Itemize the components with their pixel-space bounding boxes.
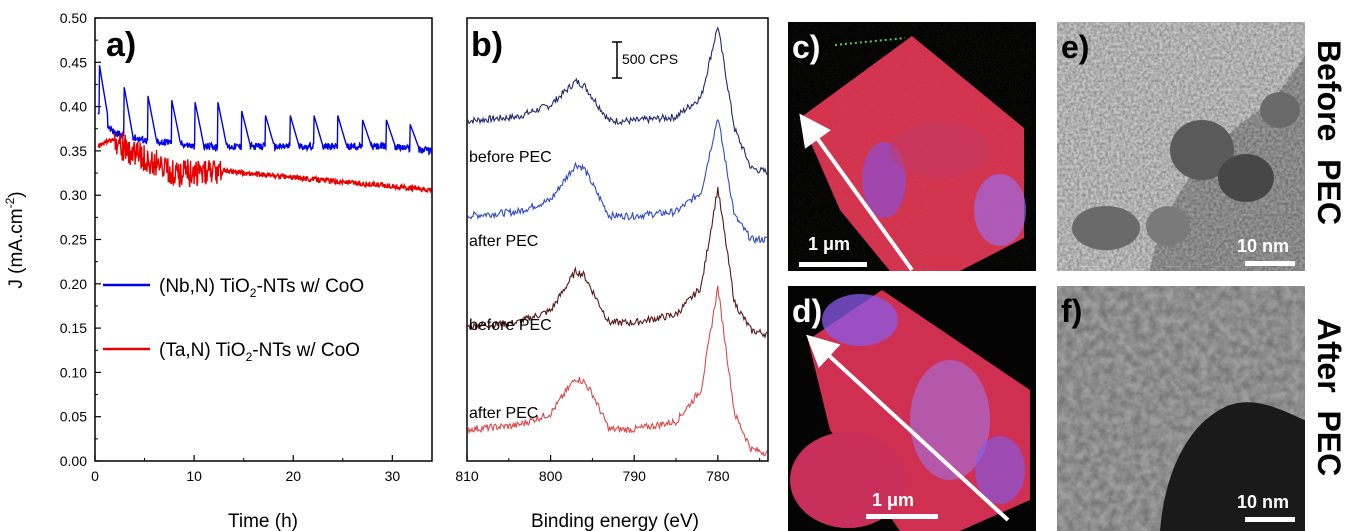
- y-tick-label: 0.10: [60, 364, 87, 380]
- panel-c-label: c): [792, 29, 820, 65]
- y-tick-label: 0.15: [60, 320, 87, 336]
- panel-a-y-axis-label: J (mA.cm-2): [3, 191, 27, 288]
- x-tick-label: 780: [706, 468, 730, 484]
- panel-b-frame: [466, 17, 769, 462]
- panel-b-x-axis-label: Binding energy (eV): [531, 511, 699, 531]
- x-tick-label: 30: [385, 468, 401, 484]
- spectrum-line-3: [467, 186, 768, 340]
- x-tick-label: 10: [186, 468, 202, 484]
- spectrum-line-2: [467, 118, 767, 244]
- panel-a-y-ticks: 0.00 0.05 0.10 0.15 0.20 0.25 0.30 0.35 0.40 0.45…: [60, 10, 101, 469]
- y-tick-label: 0.40: [60, 99, 87, 115]
- y-axis-label-close: ): [6, 191, 27, 197]
- x-tick-label: 810: [455, 468, 479, 484]
- y-tick-label: 0.05: [60, 409, 87, 425]
- line-scan-arrow-c: [799, 113, 914, 272]
- series-ta-line: [97, 131, 432, 194]
- y-tick-label: 0.45: [60, 54, 87, 70]
- panel-b-spectra: [467, 26, 768, 457]
- side-label-after: After PEC: [1311, 318, 1347, 476]
- side-label-before: Before PEC: [1311, 40, 1347, 225]
- scale-bar-cps: 500 CPS: [612, 41, 678, 79]
- scale-label-f: 10 nm: [1237, 492, 1289, 512]
- spectrum-line-4: [467, 285, 768, 457]
- x-tick-label: 800: [539, 468, 563, 484]
- x-tick-label: 20: [285, 468, 301, 484]
- panel-c-edx-map: c) 1 μm: [788, 22, 1036, 272]
- line-scan-arrow-d: [806, 334, 1010, 522]
- y-tick-label: 0.30: [60, 187, 87, 203]
- series-nb-line: [97, 65, 432, 156]
- panel-d-label: d): [792, 293, 822, 329]
- panel-e-label: e): [1061, 29, 1089, 65]
- x-tick-label: 0: [91, 468, 99, 484]
- scale-bar-cps-label: 500 CPS: [622, 51, 678, 67]
- scale-label-e: 10 nm: [1237, 236, 1289, 256]
- legend-ta-post: -NTs w/ CoO: [252, 340, 360, 361]
- y-axis-label-sup: -2: [3, 197, 17, 208]
- panel-b-chart: 810 800 790 780 b) Binding energy (eV) 500 …: [455, 17, 769, 531]
- panel-f-label: f): [1061, 293, 1082, 329]
- y-tick-label: 0.25: [60, 232, 87, 248]
- panel-a-chart: 0.00 0.05 0.10 0.15 0.20 0.25 0.30 0.35 0.40 0.45…: [3, 10, 433, 531]
- panel-a-x-axis-label: Time (h): [228, 511, 298, 531]
- y-tick-label: 0.50: [60, 10, 87, 26]
- panel-b-label: b): [471, 26, 503, 64]
- scale-label-c: 1 μm: [808, 234, 850, 254]
- curve-label-3: before PEC: [469, 317, 552, 334]
- panel-f-tem-image: f) 10 nm: [1057, 286, 1305, 531]
- legend-nb-post: -NTs w/ CoO: [256, 276, 364, 297]
- legend-nb-pre: (Nb,N) TiO: [159, 276, 250, 297]
- scale-bar-c: [799, 262, 867, 267]
- scale-bar-d: [866, 514, 938, 519]
- curve-label-2: after PEC: [469, 233, 538, 250]
- panel-a-label: a): [106, 26, 136, 64]
- panel-d-edx-map: d) 1 μm: [788, 286, 1036, 531]
- panel-b-x-ticks: 810 800 790 780: [455, 455, 761, 484]
- scale-label-d: 1 μm: [872, 490, 914, 510]
- panel-e-tem-image: e) 10 nm: [1057, 22, 1305, 271]
- y-tick-label: 0.00: [60, 453, 87, 469]
- spectrum-line-1: [467, 26, 768, 176]
- legend-entry-nb: (Nb,N) TiO2-NTs w/ CoO: [159, 276, 364, 300]
- panel-a-x-ticks: 0 10 20 30: [91, 455, 400, 484]
- y-axis-label-text: J (mA.cm: [6, 208, 27, 288]
- curve-label-4: after PEC: [469, 405, 538, 422]
- legend-ta-sub: 2: [246, 350, 253, 364]
- x-tick-label: 790: [623, 468, 647, 484]
- y-tick-label: 0.20: [60, 276, 87, 292]
- panel-a-frame: [94, 17, 433, 462]
- legend-nb-sub: 2: [250, 286, 257, 300]
- curve-label-1: before PEC: [469, 149, 552, 166]
- legend-ta-pre: (Ta,N) TiO: [159, 340, 246, 361]
- y-tick-label: 0.35: [60, 143, 87, 159]
- legend-entry-ta: (Ta,N) TiO2-NTs w/ CoO: [159, 340, 360, 364]
- scale-bar-e: [1245, 261, 1295, 266]
- scale-bar-f: [1245, 517, 1295, 522]
- legend: (Nb,N) TiO2-NTs w/ CoO (Ta,N) TiO2-NTs w…: [103, 276, 364, 364]
